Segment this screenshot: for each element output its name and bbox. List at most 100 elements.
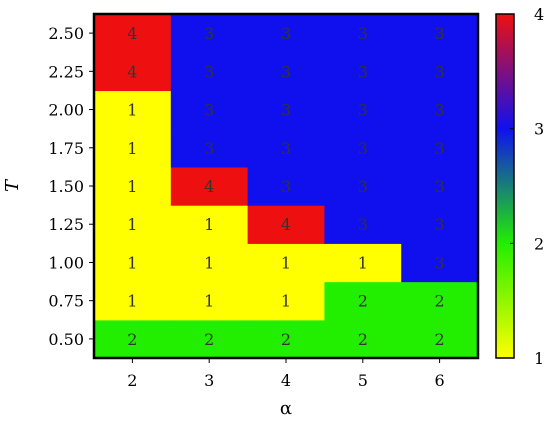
cell-value-label: 1	[127, 253, 137, 272]
heatmap-cell	[324, 128, 402, 168]
cell-value-label: 1	[281, 292, 291, 311]
cell-value-label: 4	[127, 62, 137, 81]
colorbar-tick-label: 1	[534, 349, 544, 368]
cell-value-label: 3	[358, 24, 368, 43]
heatmap-cell	[401, 166, 479, 206]
heatmap-cell	[247, 52, 325, 92]
heatmap-cell	[170, 243, 249, 283]
heatmap-cell	[247, 90, 325, 130]
cell-value-label: 4	[127, 24, 137, 43]
heatmap-cell	[324, 90, 402, 130]
cell-value-label: 2	[204, 330, 214, 349]
heatmap-cell	[401, 90, 479, 130]
heatmap-cell	[247, 14, 325, 53]
heatmap-cell	[94, 319, 172, 359]
heatmap-cell	[401, 281, 479, 321]
heatmap-cell	[94, 14, 172, 53]
cell-value-label: 3	[204, 139, 214, 158]
cell-value-label: 1	[127, 139, 137, 158]
colorbar-tick-label: 3	[534, 120, 544, 139]
cell-value-label: 1	[281, 253, 291, 272]
heatmap-cell	[94, 52, 172, 92]
cell-value-label: 2	[358, 330, 368, 349]
cell-value-label: 1	[204, 215, 214, 234]
cell-value-label: 3	[358, 101, 368, 120]
cell-value-label: 3	[435, 139, 445, 158]
heatmap-cell	[170, 52, 249, 92]
y-tick-label: 1.50	[48, 177, 84, 196]
y-tick-label: 1.75	[48, 139, 84, 158]
cell-value-label: 3	[435, 24, 445, 43]
cell-value-label: 1	[204, 292, 214, 311]
heatmap-cell	[170, 14, 249, 53]
cell-value-label: 2	[358, 292, 368, 311]
heatmap-cell	[324, 205, 402, 244]
cell-value-label: 2	[435, 292, 445, 311]
cell-value-label: 3	[204, 101, 214, 120]
cell-value-label: 2	[281, 330, 291, 349]
heatmap-cell	[401, 205, 479, 244]
cell-value-label: 3	[435, 62, 445, 81]
colorbar-tick-label: 4	[534, 5, 544, 24]
cell-value-label: 3	[204, 24, 214, 43]
cell-value-label: 3	[281, 177, 291, 196]
y-axis-label: T	[2, 178, 23, 192]
heatmap-cell	[247, 319, 325, 359]
heatmap-cell	[170, 90, 249, 130]
cell-value-label: 3	[435, 253, 445, 272]
x-tick-label: 3	[204, 371, 214, 390]
heatmap-cell	[170, 166, 249, 206]
y-tick-label: 0.50	[48, 330, 84, 349]
heatmap-cell	[94, 128, 172, 168]
heatmap-cell	[94, 166, 172, 206]
heatmap-cell	[94, 205, 172, 244]
colorbar	[495, 13, 515, 359]
cell-value-label: 3	[358, 177, 368, 196]
cell-value-label: 1	[204, 253, 214, 272]
cell-value-label: 3	[281, 24, 291, 43]
y-tick-label: 2.00	[48, 101, 84, 120]
x-tick-label: 6	[435, 371, 445, 390]
x-tick-label: 5	[358, 371, 368, 390]
cell-value-label: 3	[435, 215, 445, 234]
heatmap-cell	[94, 243, 172, 283]
heatmap-cell	[94, 90, 172, 130]
cell-value-label: 3	[358, 62, 368, 81]
x-tick-label: 2	[127, 371, 137, 390]
heatmap-cell	[247, 166, 325, 206]
x-tick-label: 4	[281, 371, 291, 390]
heatmap-cell	[324, 166, 402, 206]
heatmap-cell	[247, 205, 325, 244]
cell-value-label: 1	[127, 101, 137, 120]
cell-value-label: 3	[435, 177, 445, 196]
x-axis-label: α	[280, 398, 292, 419]
cell-value-label: 3	[204, 62, 214, 81]
cell-value-label: 4	[281, 215, 291, 234]
heatmap-cell	[401, 128, 479, 168]
heatmap-cell	[247, 243, 325, 283]
cell-value-label: 1	[127, 292, 137, 311]
heatmap-cell	[247, 128, 325, 168]
cell-value-label: 1	[127, 177, 137, 196]
heatmap-cell	[324, 14, 402, 53]
heatmap-cell	[401, 319, 479, 359]
cell-value-label: 3	[435, 101, 445, 120]
cell-value-label: 4	[204, 177, 214, 196]
cell-value-label: 2	[127, 330, 137, 349]
cell-value-label: 2	[435, 330, 445, 349]
cell-value-label: 3	[358, 139, 368, 158]
cell-value-label: 3	[358, 215, 368, 234]
y-tick-label: 2.50	[48, 24, 84, 43]
y-tick-label: 1.25	[48, 215, 84, 234]
cell-value-label: 1	[127, 215, 137, 234]
heatmap-cell	[170, 128, 249, 168]
heatmap-cell	[170, 319, 249, 359]
heatmap-cell	[324, 281, 402, 321]
y-tick-label: 1.00	[48, 253, 84, 272]
y-tick-label: 0.75	[48, 292, 84, 311]
heatmap-cell	[324, 52, 402, 92]
heatmap-cell	[401, 14, 479, 53]
heatmap-cell	[324, 243, 402, 283]
cell-value-label: 3	[281, 62, 291, 81]
